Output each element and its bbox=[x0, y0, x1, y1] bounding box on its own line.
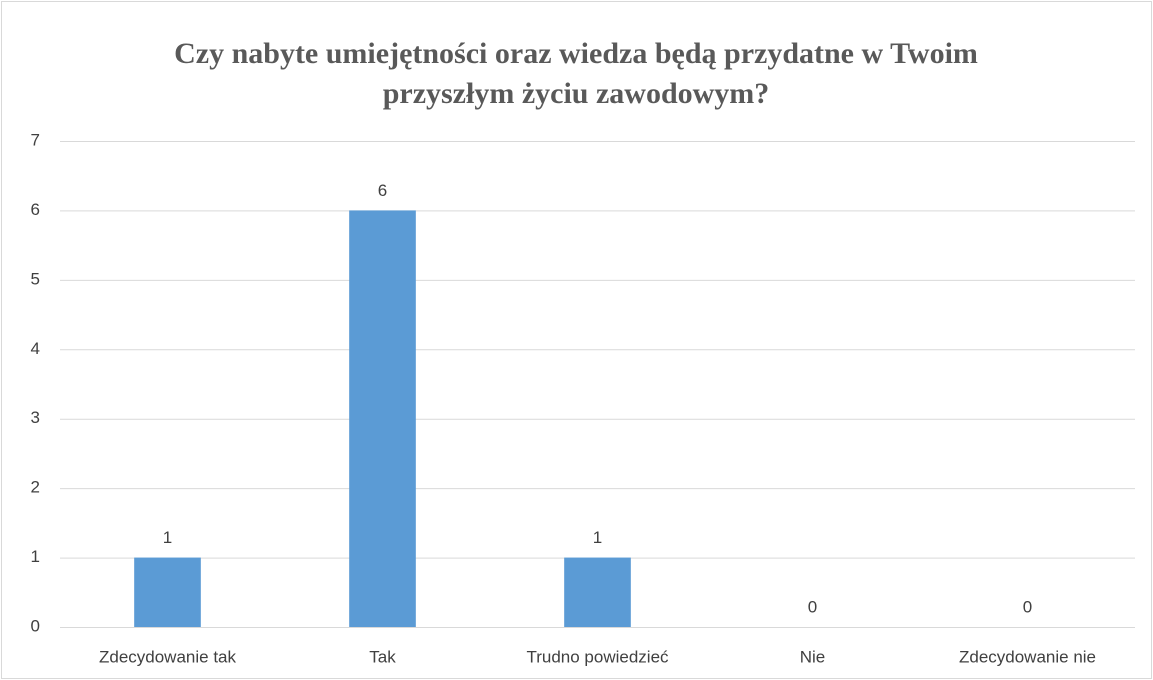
y-tick-label: 7 bbox=[31, 130, 40, 149]
y-tick-label: 2 bbox=[31, 478, 40, 497]
x-tick-label: Trudno powiedzieć bbox=[526, 647, 669, 666]
bar bbox=[564, 557, 631, 627]
value-label: 1 bbox=[593, 528, 602, 547]
y-tick-label: 4 bbox=[31, 339, 40, 358]
y-tick-label: 6 bbox=[31, 200, 40, 219]
bar bbox=[349, 210, 416, 627]
x-tick-label: Zdecydowanie nie bbox=[959, 647, 1096, 666]
value-label: 6 bbox=[378, 181, 387, 200]
y-tick-label: 5 bbox=[31, 269, 40, 288]
value-label: 1 bbox=[163, 528, 172, 547]
bar bbox=[134, 557, 201, 627]
x-tick-label: Tak bbox=[369, 647, 396, 666]
y-tick-label: 1 bbox=[31, 547, 40, 566]
chart-title: Czy nabyte umiejętności oraz wiedza będą… bbox=[174, 37, 978, 110]
y-tick-label: 3 bbox=[31, 408, 40, 427]
value-label: 0 bbox=[1023, 597, 1032, 616]
x-tick-label: Nie bbox=[800, 647, 826, 666]
value-label: 0 bbox=[808, 597, 817, 616]
x-tick-label: Zdecydowanie tak bbox=[99, 647, 237, 666]
y-tick-label: 0 bbox=[31, 616, 40, 635]
